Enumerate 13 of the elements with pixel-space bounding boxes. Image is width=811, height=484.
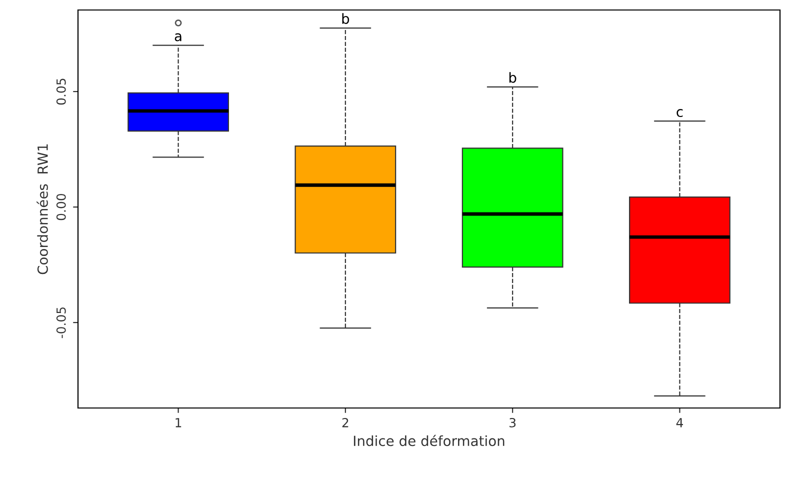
annotation: a [174, 33, 182, 42]
x-tick-label: 1 [176, 418, 182, 428]
x-tick-label: 4 [676, 418, 683, 428]
y-tick-label: 0.00 [56, 194, 66, 220]
x-axis-title: Indice de déformation [354, 434, 504, 446]
annotation: b [509, 72, 516, 83]
annotation: b [342, 13, 350, 24]
x-tick-label: 3 [510, 418, 516, 428]
y-axis-title: Coordonnées RW1 [36, 144, 48, 274]
x-tick-label: 2 [342, 418, 348, 428]
y-tick-label: -0.05 [56, 307, 66, 338]
y-tick-label: 0.05 [56, 78, 66, 105]
annotation: c [676, 109, 683, 118]
